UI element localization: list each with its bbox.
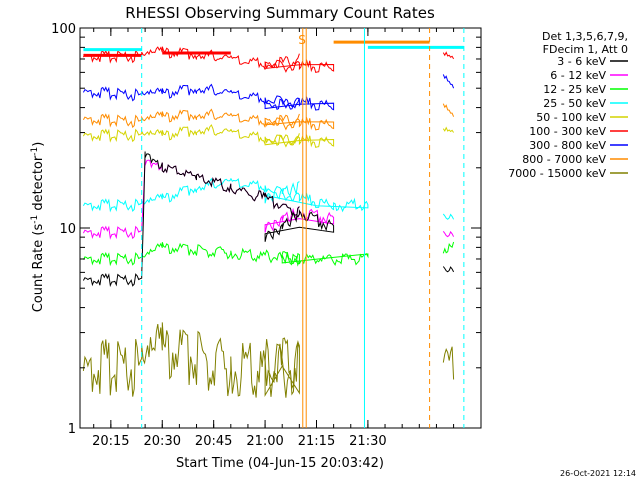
y-axis-label-sup1: -1 <box>30 215 40 224</box>
y-tick-label: 10 <box>59 222 76 237</box>
footer-date: 26-Oct-2021 12:14 <box>560 469 636 478</box>
legend-header-detectors: Det 1,3,5,6,7,9, <box>542 30 628 43</box>
series-line <box>82 74 455 111</box>
x-tick-label: 20:30 <box>144 434 181 449</box>
series-line <box>82 322 455 398</box>
legend-entry-label: 50 - 100 keV <box>536 111 606 124</box>
legend-entry-label: 800 - 7000 keV <box>522 153 606 166</box>
data-layer: S <box>82 28 465 428</box>
series-line <box>82 177 455 220</box>
legend-entry-label: 25 - 50 keV <box>543 97 606 110</box>
series-line <box>82 103 455 131</box>
legend-entry-label: 3 - 6 keV <box>557 55 606 68</box>
legend-header-attenuator: FDecim 1, Att 0 <box>543 43 628 56</box>
y-axis-label-main: Count Rate (s <box>31 224 46 313</box>
x-tick-label: 21:30 <box>349 434 386 449</box>
legend-entry-label: 7000 - 15000 keV <box>508 167 606 180</box>
legend-entry-label: 6 - 12 keV <box>550 69 606 82</box>
x-axis-ticks: 20:15 20:30 20:45 21:00 21:15 21:30 <box>92 28 455 449</box>
x-tick-label: 21:15 <box>298 434 335 449</box>
y-axis-label-mid: detector <box>31 155 46 215</box>
y-tick-label: 1 <box>68 422 76 437</box>
legend-entry-label: 12 - 25 keV <box>543 83 606 96</box>
series-line <box>82 241 455 267</box>
y-axis-label-sup2: -1 <box>30 147 40 156</box>
y-axis-ticks: 1 10 100 <box>51 22 481 437</box>
legend-entry-label: 300 - 800 keV <box>529 139 606 152</box>
y-axis-label-end: ) <box>31 142 46 147</box>
legend-entry-label: 100 - 300 keV <box>529 125 606 138</box>
legend: Det 1,3,5,6,7,9, FDecim 1, Att 0 3 - 6 k… <box>508 30 628 180</box>
x-tick-label: 20:15 <box>92 434 129 449</box>
series-line <box>82 46 455 74</box>
chart-title: RHESSI Observing Summary Count Rates <box>125 4 435 22</box>
series-line <box>82 151 455 288</box>
x-tick-label: 21:00 <box>246 434 283 449</box>
y-axis-label: Count Rate (s-1 detector-1) <box>30 142 46 313</box>
saa-annotation: S <box>298 33 306 47</box>
x-axis-label: Start Time (04-Jun-15 20:03:42) <box>176 456 384 471</box>
x-tick-label: 20:45 <box>195 434 232 449</box>
series-line <box>82 124 455 149</box>
y-tick-label: 100 <box>51 22 76 37</box>
